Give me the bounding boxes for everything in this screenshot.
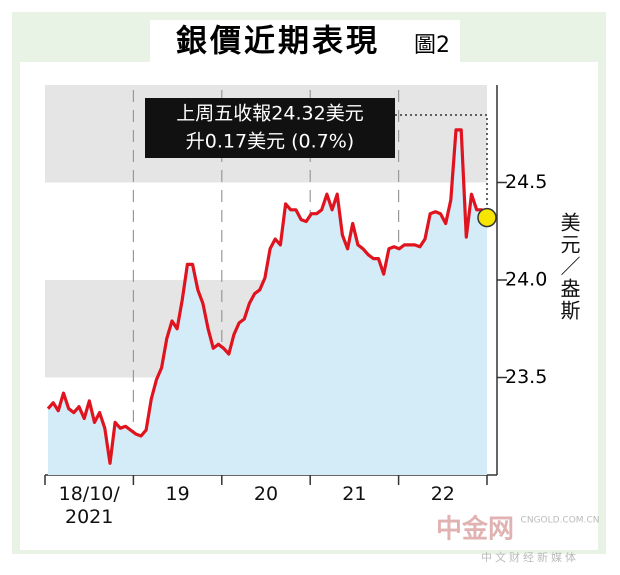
annotation: 升0.17美元 (0.7%): [186, 131, 354, 153]
line: [46, 128, 489, 465]
annotation-box: [145, 98, 395, 158]
y-tick-label: 24.5: [505, 171, 547, 193]
last-marker: [477, 207, 497, 228]
x-tick-label: 21: [342, 483, 367, 505]
leader-line: [395, 114, 488, 208]
x-tick-label: 20: [253, 483, 279, 505]
chart-title: 銀價近期表現: [176, 24, 380, 60]
y-axis-label: 美元／盎斯: [557, 212, 581, 322]
y-tick-label: 24.0: [505, 269, 547, 291]
x-tick-label: 22: [430, 483, 455, 505]
chart-subtitle: 圖2: [414, 33, 450, 58]
area: [48, 129, 487, 475]
y-tick-label: 23.5: [505, 366, 547, 388]
title-box: [150, 20, 460, 64]
x-tick-label: 18/10/ 2021: [58, 483, 120, 528]
watermark: 中文财经新媒体: [481, 550, 579, 564]
x-tick-label: 19: [165, 483, 190, 505]
annotation: 上周五收報24.32美元: [176, 103, 363, 125]
watermark: 中金网: [436, 514, 514, 545]
watermark: CNGOLD.COM.CN: [521, 516, 600, 526]
